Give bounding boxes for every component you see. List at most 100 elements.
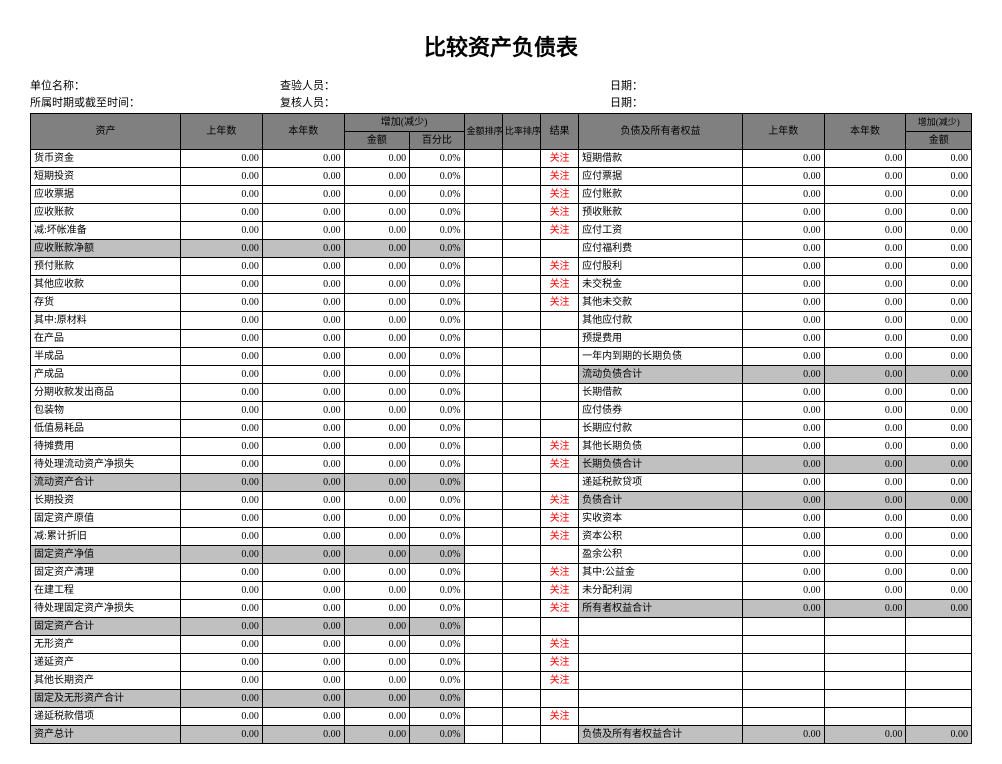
reviewer-label: 复核人员： — [280, 94, 335, 110]
th-amt-rank: 金额排序 — [464, 114, 502, 150]
asset-result: 关注 — [540, 456, 578, 474]
liab-chg-amt: 0.00 — [906, 384, 972, 402]
asset-label: 固定资产净值 — [31, 546, 181, 564]
asset-prev: 0.00 — [181, 672, 263, 690]
asset-curr: 0.00 — [262, 312, 344, 330]
asset-result — [540, 240, 578, 258]
asset-label: 在建工程 — [31, 582, 181, 600]
asset-label: 其他应收款 — [31, 276, 181, 294]
liab-prev: 0.00 — [742, 222, 824, 240]
asset-curr: 0.00 — [262, 636, 344, 654]
asset-label: 待处理流动资产净损失 — [31, 456, 181, 474]
table-row: 流动资产合计0.000.000.000.0%递延税款贷项0.000.000.00 — [31, 474, 972, 492]
asset-chg-amt: 0.00 — [344, 384, 409, 402]
asset-pct-rank — [502, 600, 540, 618]
liab-chg-amt: 0.00 — [906, 204, 972, 222]
liab-prev: 0.00 — [742, 168, 824, 186]
asset-prev: 0.00 — [181, 546, 263, 564]
liab-label: 应付账款 — [579, 186, 743, 204]
asset-prev: 0.00 — [181, 528, 263, 546]
asset-label: 待摊费用 — [31, 438, 181, 456]
asset-amt-rank — [464, 564, 502, 582]
asset-curr: 0.00 — [262, 438, 344, 456]
liab-label — [579, 654, 743, 672]
liab-curr: 0.00 — [824, 510, 906, 528]
asset-result: 关注 — [540, 168, 578, 186]
liab-curr: 0.00 — [824, 150, 906, 168]
asset-amt-rank — [464, 222, 502, 240]
table-row: 在建工程0.000.000.000.0%关注未分配利润0.000.000.00 — [31, 582, 972, 600]
th-asset: 资产 — [31, 114, 181, 150]
asset-chg-pct: 0.0% — [410, 168, 465, 186]
asset-result: 关注 — [540, 294, 578, 312]
liab-prev — [742, 708, 824, 726]
asset-label: 分期收款发出商品 — [31, 384, 181, 402]
asset-pct-rank — [502, 222, 540, 240]
asset-amt-rank — [464, 528, 502, 546]
liab-chg-amt: 0.00 — [906, 330, 972, 348]
asset-prev: 0.00 — [181, 186, 263, 204]
asset-chg-amt: 0.00 — [344, 348, 409, 366]
liab-prev: 0.00 — [742, 510, 824, 528]
table-row: 存货0.000.000.000.0%关注其他未交款0.000.000.00 — [31, 294, 972, 312]
asset-curr: 0.00 — [262, 600, 344, 618]
asset-result — [540, 348, 578, 366]
asset-prev: 0.00 — [181, 510, 263, 528]
asset-prev: 0.00 — [181, 438, 263, 456]
asset-result: 关注 — [540, 186, 578, 204]
asset-chg-amt: 0.00 — [344, 600, 409, 618]
liab-prev: 0.00 — [742, 456, 824, 474]
asset-amt-rank — [464, 672, 502, 690]
asset-curr: 0.00 — [262, 546, 344, 564]
asset-chg-amt: 0.00 — [344, 168, 409, 186]
asset-result: 关注 — [540, 564, 578, 582]
liab-label: 短期借款 — [579, 150, 743, 168]
th-change-l: 增加(减少) — [906, 114, 972, 132]
asset-curr: 0.00 — [262, 366, 344, 384]
liab-prev: 0.00 — [742, 492, 824, 510]
asset-chg-pct: 0.0% — [410, 636, 465, 654]
asset-chg-amt: 0.00 — [344, 294, 409, 312]
liab-chg-amt: 0.00 — [906, 600, 972, 618]
asset-prev: 0.00 — [181, 402, 263, 420]
liab-curr: 0.00 — [824, 492, 906, 510]
asset-curr: 0.00 — [262, 168, 344, 186]
asset-pct-rank — [502, 528, 540, 546]
liab-prev — [742, 636, 824, 654]
asset-result — [540, 726, 578, 744]
liab-curr: 0.00 — [824, 204, 906, 222]
asset-amt-rank — [464, 600, 502, 618]
asset-label: 产成品 — [31, 366, 181, 384]
th-prev: 上年数 — [181, 114, 263, 150]
asset-chg-pct: 0.0% — [410, 258, 465, 276]
asset-prev: 0.00 — [181, 600, 263, 618]
asset-label: 减:累计折旧 — [31, 528, 181, 546]
asset-prev: 0.00 — [181, 582, 263, 600]
asset-result: 关注 — [540, 150, 578, 168]
asset-curr: 0.00 — [262, 672, 344, 690]
asset-prev: 0.00 — [181, 276, 263, 294]
asset-amt-rank — [464, 240, 502, 258]
asset-amt-rank — [464, 366, 502, 384]
liab-chg-amt: 0.00 — [906, 402, 972, 420]
asset-curr: 0.00 — [262, 276, 344, 294]
asset-chg-amt: 0.00 — [344, 402, 409, 420]
asset-amt-rank — [464, 258, 502, 276]
liab-curr: 0.00 — [824, 528, 906, 546]
asset-prev: 0.00 — [181, 240, 263, 258]
liab-curr: 0.00 — [824, 240, 906, 258]
liab-chg-amt: 0.00 — [906, 474, 972, 492]
liab-curr — [824, 690, 906, 708]
table-row: 包装物0.000.000.000.0%应付债券0.000.000.00 — [31, 402, 972, 420]
th-pct-rank: 比率排序 — [502, 114, 540, 150]
period-label: 所属时期或截至时间： — [30, 94, 140, 110]
asset-result: 关注 — [540, 672, 578, 690]
liab-label — [579, 618, 743, 636]
asset-pct-rank — [502, 510, 540, 528]
liab-curr: 0.00 — [824, 294, 906, 312]
liab-chg-amt: 0.00 — [906, 582, 972, 600]
table-row: 待处理固定资产净损失0.000.000.000.0%关注所有者权益合计0.000… — [31, 600, 972, 618]
table-row: 分期收款发出商品0.000.000.000.0%长期借款0.000.000.00 — [31, 384, 972, 402]
asset-result: 关注 — [540, 276, 578, 294]
liab-prev: 0.00 — [742, 150, 824, 168]
